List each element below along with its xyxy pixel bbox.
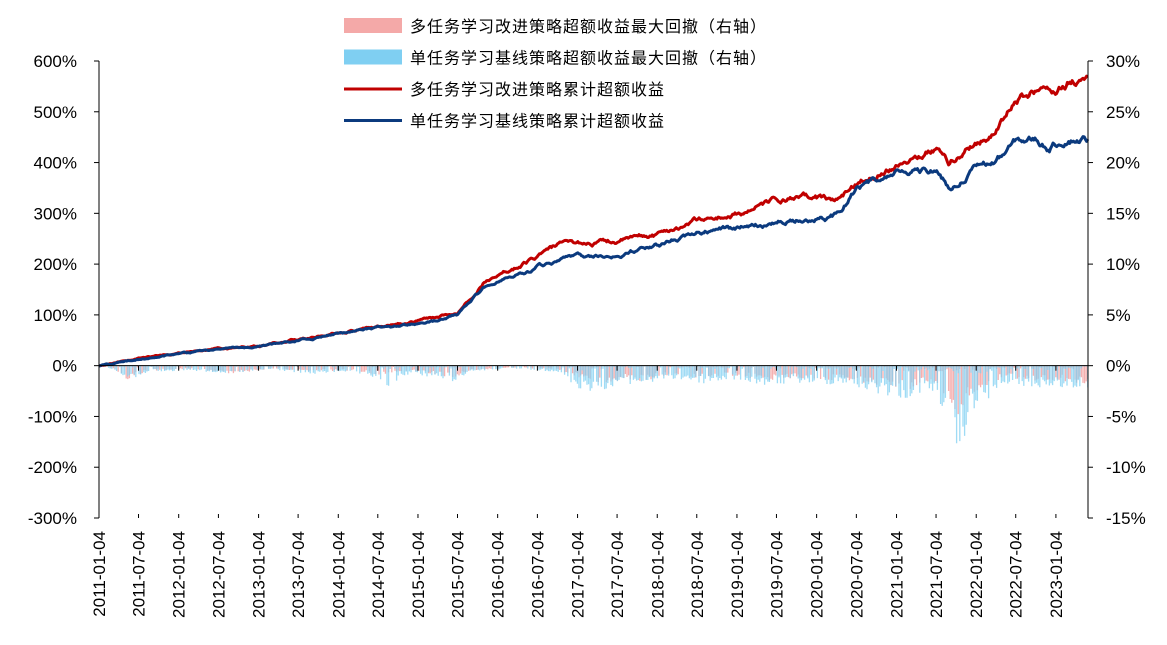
x-tick-label: 2015-07-04 [448, 531, 467, 618]
x-tick-label: 2018-01-04 [648, 531, 667, 618]
right-tick-label: -5% [1106, 407, 1136, 426]
left-tick-label: 300% [34, 204, 77, 223]
left-tick-label: -200% [28, 458, 77, 477]
cumulative-line-3 [98, 135, 1090, 368]
legend-label: 多任务学习改进策略超额收益最大回撤（右轴） [410, 17, 767, 36]
x-tick-label: 2011-01-04 [90, 531, 109, 617]
x-tick-label: 2016-01-04 [489, 531, 508, 618]
left-tick-label: 400% [34, 154, 77, 173]
drawdown-areas [99, 365, 1089, 444]
x-tick-label: 2018-07-04 [688, 531, 707, 618]
x-tick-label: 2011-07-04 [130, 531, 149, 617]
x-tick-label: 2012-07-04 [209, 531, 228, 618]
x-tick-label: 2020-07-04 [847, 531, 866, 618]
right-tick-label: 5% [1106, 306, 1131, 325]
axes [94, 60, 1093, 519]
legend-label: 单任务学习基线策略累计超额收益 [410, 112, 665, 131]
x-tick-label: 2014-01-04 [329, 531, 348, 618]
x-tick-label: 2022-07-04 [1007, 531, 1026, 618]
x-tick-label: 2014-07-04 [369, 531, 388, 618]
x-tick-label: 2023-01-04 [1047, 531, 1066, 618]
cumulative-lines [98, 74, 1090, 368]
left-axis-tick-labels: 600% 500% 400% 300% 200% 100% 0% -100% -200% -300… [28, 52, 77, 528]
legend: 多任务学习改进策略超额收益最大回撤（右轴） 单任务学习基线策略超额收益最大回撤（右… [344, 17, 767, 131]
x-axis-tick-labels: 2011-01-04 2011-07-04 2012-01-04 2012-07-04… [90, 531, 1066, 618]
left-tick-label: 200% [34, 255, 77, 274]
left-tick-label: 600% [34, 52, 77, 71]
x-tick-label: 2021-07-04 [927, 531, 946, 618]
drawdown-area [99, 365, 1089, 444]
right-axis-tick-labels: 30% 25% 20% 15% 10% 5% 0% -5% -10% -15% [1106, 52, 1146, 528]
x-tick-label: 2012-01-04 [170, 531, 189, 618]
x-tick-label: 2017-01-04 [569, 531, 588, 618]
right-tick-label: -10% [1106, 458, 1146, 477]
drawdown-series-1 [99, 365, 1089, 444]
left-tick-label: 0% [52, 357, 77, 376]
left-tick-label: 500% [34, 103, 77, 122]
left-tick-label: -100% [28, 407, 77, 426]
right-tick-label: -15% [1106, 509, 1146, 528]
legend-swatch [344, 49, 402, 65]
legend-label: 单任务学习基线策略超额收益最大回撤（右轴） [410, 49, 767, 68]
x-tick-label: 2019-07-04 [767, 531, 786, 618]
x-tick-label: 2016-07-04 [528, 531, 547, 618]
x-tick-label: 2019-01-04 [728, 531, 747, 618]
legend-swatch [344, 18, 402, 33]
x-tick-label: 2013-01-04 [250, 531, 269, 618]
x-tick-label: 2020-01-04 [808, 531, 827, 618]
right-tick-label: 10% [1106, 255, 1140, 274]
right-tick-label: 25% [1106, 103, 1140, 122]
right-tick-label: 20% [1106, 154, 1140, 173]
x-tick-label: 2013-07-04 [289, 531, 308, 618]
x-tick-label: 2015-01-04 [409, 531, 428, 618]
right-tick-label: 0% [1106, 357, 1131, 376]
x-tick-label: 2021-01-04 [888, 531, 907, 618]
x-tick-label: 2017-07-04 [608, 531, 627, 618]
legend-label: 多任务学习改进策略累计超额收益 [410, 80, 665, 99]
x-tick-label: 2022-01-04 [967, 531, 986, 618]
right-tick-label: 30% [1106, 52, 1140, 71]
right-tick-label: 15% [1106, 204, 1140, 223]
left-tick-label: -300% [28, 509, 77, 528]
left-tick-label: 100% [34, 306, 77, 325]
